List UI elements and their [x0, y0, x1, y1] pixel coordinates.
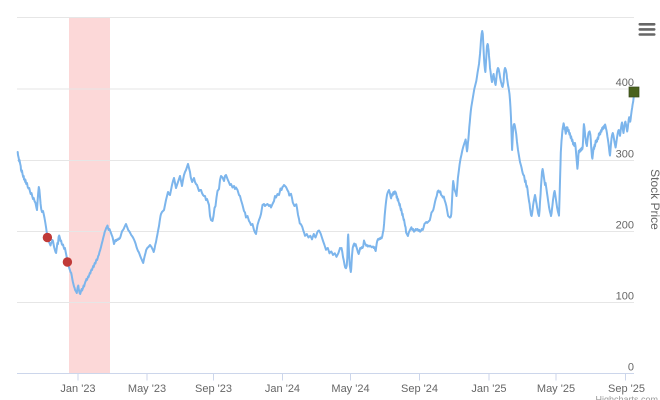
svg-text:May '24: May '24: [331, 383, 369, 395]
svg-text:May '25: May '25: [537, 383, 575, 395]
svg-text:Highcharts.com: Highcharts.com: [595, 395, 658, 400]
svg-text:0: 0: [628, 362, 634, 374]
svg-text:Sep '25: Sep '25: [608, 383, 645, 395]
svg-text:100: 100: [616, 291, 634, 303]
svg-text:200: 200: [616, 220, 634, 232]
svg-text:400: 400: [616, 77, 634, 89]
svg-text:May '23: May '23: [128, 383, 166, 395]
svg-text:Stock Price: Stock Price: [648, 169, 660, 230]
svg-text:Jan '23: Jan '23: [60, 383, 95, 395]
svg-text:Sep '24: Sep '24: [401, 383, 438, 395]
svg-text:Jan '25: Jan '25: [471, 383, 506, 395]
svg-text:300: 300: [616, 149, 634, 161]
svg-text:Sep '23: Sep '23: [195, 383, 232, 395]
svg-text:Jan '24: Jan '24: [265, 383, 300, 395]
